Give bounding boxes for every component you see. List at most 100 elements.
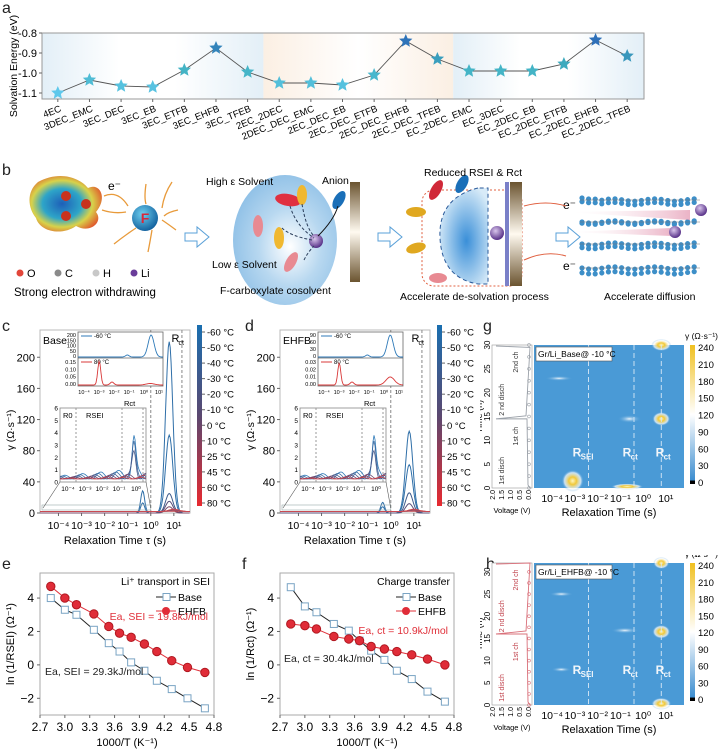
x-tick-label: 4.8 <box>446 720 463 734</box>
y-tick-label: -0.9 <box>18 48 37 60</box>
svg-text:10⁰: 10⁰ <box>380 389 389 396</box>
panel-label-c: c <box>2 318 10 335</box>
svg-text:10⁰: 10⁰ <box>131 485 141 493</box>
data-point-star <box>240 65 255 78</box>
heatmap-annotation: R <box>623 663 632 677</box>
atom-legend-label: Li <box>141 268 150 280</box>
data-point <box>46 581 56 592</box>
svg-text:10⁻¹: 10⁻¹ <box>113 486 127 493</box>
data-point-star <box>588 33 603 46</box>
data-point <box>127 658 136 667</box>
heatmap-blob <box>549 591 574 597</box>
svg-text:90: 90 <box>310 333 316 339</box>
svg-text:10⁰: 10⁰ <box>371 485 381 493</box>
inset-label-rsei: RSEI <box>326 411 344 420</box>
y-axis-label: Solvation Energy (eV) <box>8 15 20 117</box>
y-axis-label: ln (1/RSEI) (Ω⁻¹) <box>5 603 17 685</box>
svg-text:2.0: 2.0 <box>490 490 497 500</box>
svg-text:0.10: 0.10 <box>65 367 76 373</box>
svg-text:2.0: 2.0 <box>490 707 497 717</box>
graphite-layers-icon <box>579 195 700 277</box>
legend-base: Base <box>418 592 442 604</box>
data-point-star <box>399 34 413 47</box>
y-tick-label: 0 <box>29 508 35 520</box>
heatmap-annotation: R <box>623 446 632 460</box>
electron-label-top: e⁻ <box>563 198 576 212</box>
x-tick-label: 10⁻⁴ <box>541 493 563 505</box>
y-tick-label: −2 <box>260 691 274 705</box>
colorbar-label: 25 °C <box>207 452 231 463</box>
fluorine-label: F <box>141 210 150 226</box>
svg-text:5: 5 <box>54 418 58 425</box>
colorbar-label: 45 °C <box>447 467 471 478</box>
y-tick-label: 200 <box>257 352 275 364</box>
y-tick-label: -0.8 <box>18 28 37 40</box>
x-tick-label: 10⁻⁴ <box>288 520 310 532</box>
data-point <box>182 662 193 673</box>
svg-text:10⁻⁴: 10⁻⁴ <box>61 486 75 493</box>
inset-top-frame <box>317 331 404 387</box>
svg-text:150: 150 <box>67 338 76 344</box>
heatmap-annotation: R <box>656 446 665 460</box>
colorbar-label: -30 °C <box>207 374 234 385</box>
voltage-segment-label: 2nd ch <box>513 352 520 373</box>
svg-text:ct: ct <box>664 453 671 462</box>
data-point <box>72 610 81 619</box>
y-axis-label: Time (h) <box>480 617 484 650</box>
data-point-star <box>82 73 97 86</box>
data-point <box>286 619 296 629</box>
svg-text:SEI: SEI <box>581 453 594 462</box>
panel-label-a: a <box>2 0 11 17</box>
data-point <box>152 676 161 685</box>
electron-arrows <box>101 181 179 253</box>
data-point-star <box>430 52 445 65</box>
x-tick-label: 3.3 <box>81 720 98 734</box>
svg-text:0.5: 0.5 <box>517 490 524 500</box>
data-point <box>380 655 389 664</box>
drt-curve-hot <box>40 508 190 512</box>
data-point <box>60 605 69 614</box>
data-point <box>392 646 402 657</box>
colorbar-label: 60 °C <box>207 483 231 494</box>
x-axis-label: Relaxation Time (s) <box>562 724 657 736</box>
colorbar-label: 30 <box>698 678 709 689</box>
data-point <box>440 660 450 670</box>
legend-ehfb: EHFB <box>418 606 446 618</box>
colorbar-label: 25 °C <box>447 452 471 463</box>
svg-text:10¹: 10¹ <box>395 390 403 396</box>
svg-text:0.01: 0.01 <box>305 375 316 381</box>
heatmap-blob <box>561 469 584 492</box>
svg-text:0: 0 <box>73 354 76 360</box>
atom-li-icon <box>129 268 139 278</box>
svg-text:10⁻¹: 10⁻¹ <box>364 390 375 396</box>
data-point-star <box>177 63 191 76</box>
svg-text:2: 2 <box>294 455 298 462</box>
y-axis-label: Time (h) <box>480 400 484 433</box>
colorbar-label: -50 °C <box>447 343 474 354</box>
voltage-segment-label: 2 nd disch <box>499 384 506 416</box>
data-point <box>407 650 417 660</box>
data-point <box>152 646 162 657</box>
x-tick-label: 3.9 <box>131 720 148 734</box>
svg-text:10⁰: 10⁰ <box>140 389 149 396</box>
svg-text:10⁻⁴: 10⁻⁴ <box>78 389 90 396</box>
svg-text:0.0: 0.0 <box>526 707 533 717</box>
svg-text:10⁻²: 10⁻² <box>109 390 120 396</box>
colorbar-label: -20 °C <box>207 390 234 401</box>
y-tick-label: 20 <box>483 388 492 397</box>
svg-text:5: 5 <box>294 418 298 425</box>
y-tick-label: 2 <box>27 624 34 638</box>
rct-sub: ct <box>419 340 425 347</box>
inset-label-r0: R0 <box>303 411 313 420</box>
inset-top-frame <box>77 331 164 387</box>
y-tick-label: 80 <box>23 446 35 458</box>
colorbar-label: 60 <box>698 444 709 455</box>
colorbar-label: 150 <box>698 394 714 405</box>
colorbar-label: -60 °C <box>207 328 234 339</box>
x-tick-label: 4.8 <box>206 720 223 734</box>
voltage-segment-label: 1st ch <box>513 642 520 661</box>
data-point <box>300 620 310 631</box>
data-point <box>379 644 390 654</box>
